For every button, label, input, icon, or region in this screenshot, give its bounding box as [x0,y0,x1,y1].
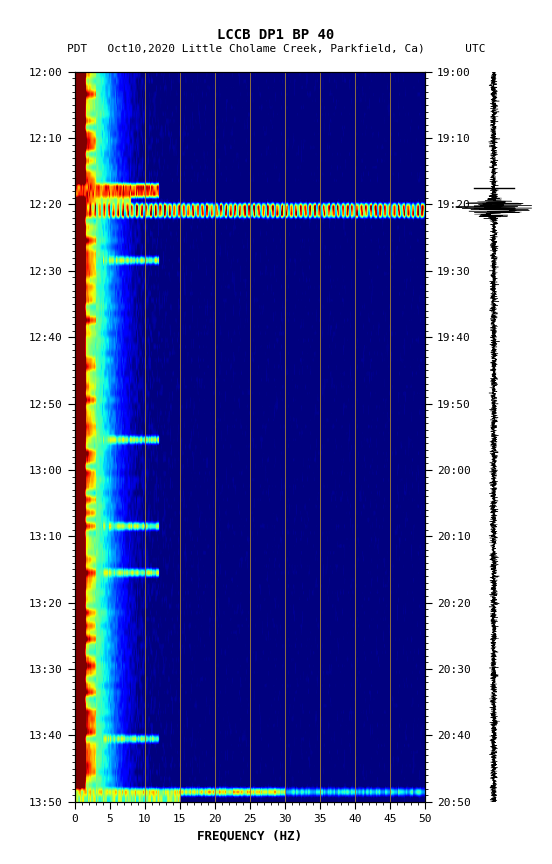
Text: PDT   Oct10,2020 Little Cholame Creek, Parkfield, Ca)      UTC: PDT Oct10,2020 Little Cholame Creek, Par… [67,43,485,54]
Text: LCCB DP1 BP 40: LCCB DP1 BP 40 [217,28,335,41]
X-axis label: FREQUENCY (HZ): FREQUENCY (HZ) [197,829,302,842]
